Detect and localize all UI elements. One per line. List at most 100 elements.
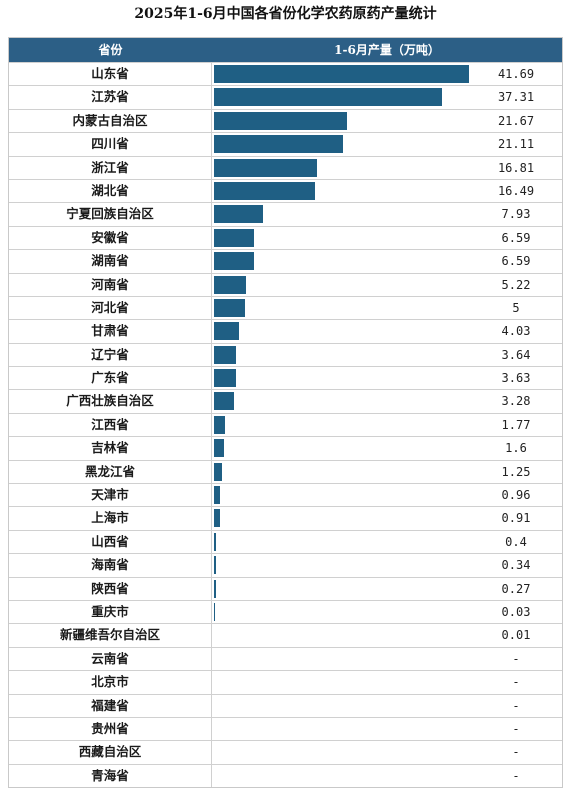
- bar-cell: [212, 671, 470, 693]
- province-label: 浙江省: [9, 156, 212, 179]
- province-label: 四川省: [9, 133, 212, 156]
- bar: [214, 345, 237, 364]
- table-row: 天津市 0.96: [9, 483, 562, 507]
- province-label: 西藏自治区: [9, 741, 212, 764]
- table-row: 西藏自治区 -: [9, 740, 562, 764]
- bar-cell: [212, 157, 470, 179]
- value-label: -: [512, 768, 520, 783]
- province-label: 山西省: [9, 530, 212, 554]
- bar-cell: [212, 133, 470, 155]
- table-row: 广西壮族自治区 3.28: [9, 389, 562, 413]
- bar-cell: [212, 554, 470, 576]
- bar-cell: [212, 718, 470, 740]
- table-row: 河南省 5.22: [9, 272, 562, 296]
- bar-cell: [212, 367, 470, 389]
- province-label: 北京市: [9, 671, 212, 694]
- province-label: 贵州省: [9, 717, 212, 741]
- table-row: 江西省 1.77: [9, 412, 562, 437]
- bar: [214, 205, 263, 224]
- value-label: -: [512, 721, 520, 736]
- table-row: 新疆维吾尔自治区 0.01: [9, 623, 562, 647]
- bar: [214, 579, 216, 598]
- province-label: 甘肃省: [9, 320, 212, 343]
- province-label: 广东省: [9, 367, 212, 390]
- bar: [214, 135, 344, 154]
- value-label: 21.67: [497, 113, 535, 128]
- table-row: 陕西省 0.27: [9, 576, 562, 600]
- table-row: 云南省 -: [9, 646, 562, 671]
- province-label: 山东省: [9, 63, 212, 86]
- bar-cell: [212, 461, 470, 483]
- bar-cell: [212, 765, 470, 787]
- province-label: 湖南省: [9, 250, 212, 273]
- bar-cell: [212, 484, 470, 506]
- value-label: 0.4: [505, 534, 527, 549]
- value-label: 6.59: [501, 230, 531, 245]
- value-label: -: [512, 651, 520, 666]
- province-label: 安徽省: [9, 226, 212, 250]
- bar-cell: [212, 531, 470, 553]
- bar-cell: [212, 86, 470, 108]
- bar: [214, 439, 224, 458]
- table-row: 吉林省 1.6: [9, 436, 562, 460]
- bar: [214, 65, 469, 83]
- bar-cell: [212, 624, 470, 646]
- table-row: 河北省 5: [9, 295, 562, 320]
- province-label: 重庆市: [9, 600, 212, 624]
- table-row: 海南省 0.34: [9, 553, 562, 577]
- bar-cell: [212, 414, 470, 436]
- value-label: 0.96: [501, 488, 531, 503]
- bar-cell: [212, 507, 470, 529]
- table-row: 浙江省 16.81: [9, 155, 562, 179]
- province-label: 江西省: [9, 413, 212, 437]
- bar-cell: [212, 601, 470, 623]
- table-row: 湖南省 6.59: [9, 249, 562, 273]
- province-label: 江苏省: [9, 86, 212, 109]
- bar-cell: [212, 250, 470, 272]
- province-label: 云南省: [9, 647, 212, 671]
- bar-cell: [212, 227, 470, 249]
- province-label: 黑龙江省: [9, 460, 212, 484]
- province-label: 宁夏回族自治区: [9, 203, 212, 226]
- table-row: 四川省 21.11: [9, 132, 562, 156]
- table-row: 安徽省 6.59: [9, 225, 562, 250]
- value-label: 0.03: [501, 604, 531, 619]
- province-label: 上海市: [9, 507, 212, 530]
- value-label: 37.31: [497, 90, 535, 105]
- table-row: 青海省 -: [9, 763, 562, 788]
- value-label: 3.64: [501, 347, 531, 362]
- bar: [214, 275, 246, 294]
- table-row: 福建省 -: [9, 693, 562, 717]
- value-label: 41.69: [497, 67, 535, 81]
- value-label: 0.27: [501, 581, 531, 596]
- bar: [214, 392, 235, 411]
- table-row: 北京市 -: [9, 670, 562, 694]
- table-row: 江苏省 37.31: [9, 85, 562, 109]
- bar-cell: [212, 695, 470, 717]
- bar: [214, 298, 245, 317]
- value-label: 1.6: [505, 441, 527, 456]
- value-label: 3.63: [501, 371, 531, 386]
- table-header: 省份 1-6月产量（万吨）: [9, 38, 562, 62]
- value-label: 0.01: [501, 628, 531, 643]
- bar-cell: [212, 297, 470, 319]
- bar: [214, 88, 443, 107]
- province-label: 湖北省: [9, 179, 212, 203]
- bar: [214, 369, 237, 388]
- value-label: 5: [512, 300, 520, 315]
- bar: [214, 158, 317, 177]
- province-label: 广西壮族自治区: [9, 390, 212, 413]
- bar-cell: [212, 578, 470, 600]
- table-row: 黑龙江省 1.25: [9, 459, 562, 484]
- value-label: 1.77: [501, 417, 531, 432]
- province-label: 青海省: [9, 764, 212, 788]
- province-label: 天津市: [9, 484, 212, 507]
- bar-cell: [212, 180, 470, 202]
- value-label: 7.93: [501, 207, 531, 222]
- value-label: 6.59: [501, 254, 531, 269]
- value-label: 1.25: [501, 464, 531, 479]
- table-body: 山东省 41.69 江苏省 37.31 内蒙古自治区 21.67 四川省 21.11 浙江省 16…: [9, 62, 562, 788]
- table-row: 上海市 0.91: [9, 506, 562, 530]
- table-row: 广东省 3.63: [9, 366, 562, 390]
- table-row: 重庆市 0.03: [9, 599, 562, 624]
